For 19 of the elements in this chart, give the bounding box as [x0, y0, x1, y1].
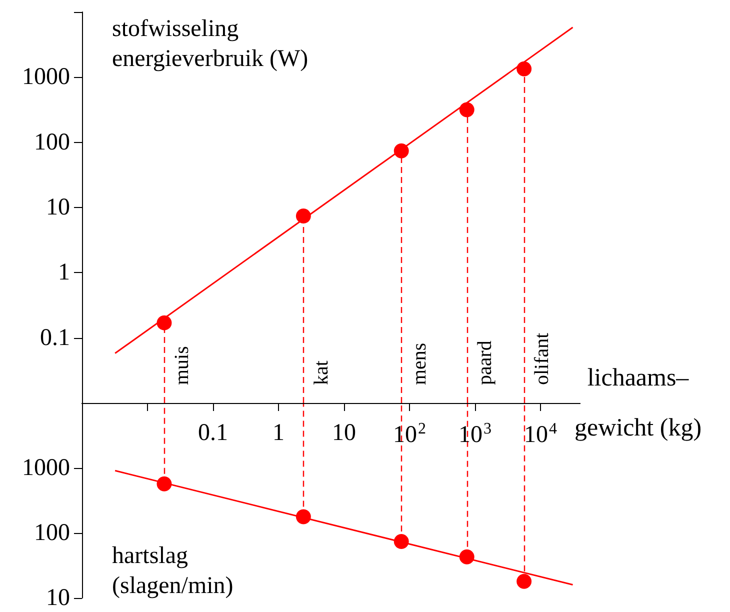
y-tick-label: 1000 — [22, 455, 70, 481]
ref-line-label: mens — [408, 342, 430, 385]
y-tick-label: 100 — [34, 129, 70, 156]
y-tick-label: 10 — [46, 585, 70, 611]
ref-line-label: olifant — [531, 332, 554, 385]
x-tick-label: 1 — [272, 420, 285, 446]
y-tick-label: 100 — [34, 520, 70, 546]
ref-line-label: kat — [310, 360, 332, 385]
x-axis-title: lichaams– gewicht (kg) — [574, 364, 702, 442]
ref-line-label: paard — [474, 340, 496, 385]
y-axis-title: hartslag (slagen/min) — [112, 543, 234, 599]
y-tick-label: 0.1 — [40, 324, 70, 351]
y-axis-title: stofwisseling energieverbruik (W) — [112, 16, 308, 72]
y-tick-label: 1 — [58, 260, 70, 286]
y-tick-label: 1000 — [22, 64, 70, 90]
x-tick-label: 0.1 — [198, 420, 228, 446]
y-tick-label: 10 — [46, 194, 70, 220]
ref-line-label: muis — [171, 346, 194, 385]
x-tick-label: 10 — [332, 420, 356, 446]
